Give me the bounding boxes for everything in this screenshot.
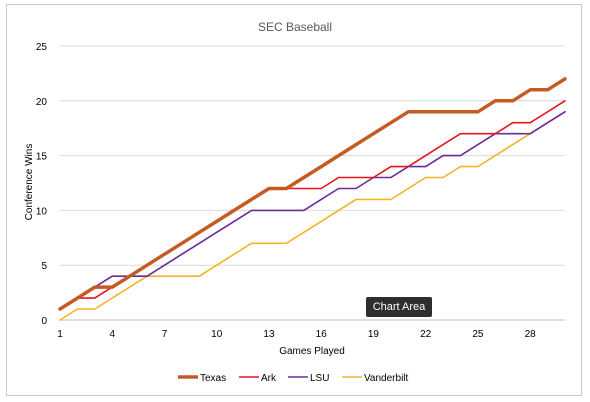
series-line-texas[interactable] [58, 77, 567, 311]
x-tick-label: 28 [525, 329, 537, 340]
y-axis-title: Conference Wins [24, 144, 35, 221]
x-tick-label: 19 [368, 329, 380, 340]
x-tick-label: 13 [263, 329, 275, 340]
x-axis-title: Games Played [279, 346, 345, 357]
y-tick-label: 10 [36, 206, 48, 217]
y-tick-label: 0 [41, 316, 47, 327]
chart-title: SEC Baseball [258, 20, 332, 34]
legend-label: Ark [261, 373, 277, 384]
y-tick-label: 20 [36, 97, 48, 108]
gridlines [60, 45, 565, 321]
legend-item-texas[interactable]: Texas [178, 373, 226, 384]
series-line-vanderbilt[interactable] [59, 111, 566, 321]
x-tick-label: 4 [109, 329, 115, 340]
axis-ticks: 0 5 10 15 20 25 1 4 7 10 13 16 19 22 25 28 [36, 42, 536, 340]
x-tick-label: 22 [420, 329, 432, 340]
chart-area[interactable] [6, 4, 582, 396]
legend-item-ark[interactable]: Ark [239, 373, 277, 384]
y-tick-label: 15 [36, 152, 48, 163]
x-tick-label: 7 [162, 329, 168, 340]
x-tick-label: 1 [57, 329, 63, 340]
series-lines [58, 77, 567, 321]
legend-item-lsu[interactable]: LSU [288, 373, 329, 384]
series-line-lsu[interactable] [59, 111, 566, 310]
y-tick-label: 25 [36, 42, 48, 53]
legend-label: Vanderbilt [364, 373, 409, 384]
legend-label: Texas [200, 373, 226, 384]
chart-area-tooltip: Chart Area [366, 297, 432, 317]
y-tick-label: 5 [41, 261, 47, 272]
x-tick-label: 16 [316, 329, 328, 340]
x-tick-label: 25 [472, 329, 484, 340]
legend-item-vanderbilt[interactable]: Vanderbilt [342, 373, 409, 384]
legend-label: LSU [310, 373, 329, 384]
x-tick-label: 10 [211, 329, 223, 340]
legend[interactable]: Texas Ark LSU Vanderbilt [178, 373, 409, 384]
